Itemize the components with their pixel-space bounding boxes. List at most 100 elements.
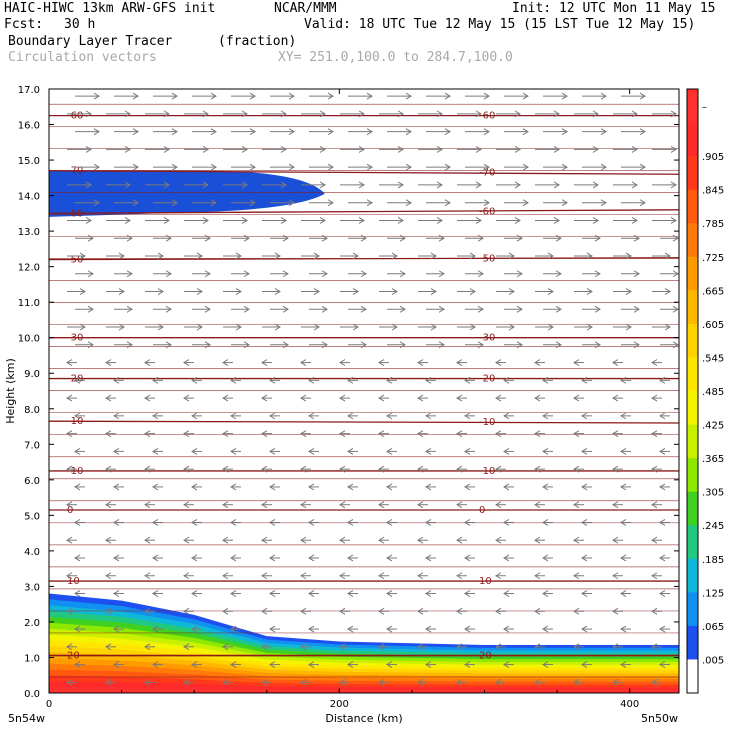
wind-vector-head	[522, 92, 529, 100]
wind-vector-head	[456, 536, 463, 544]
wind-vector-head	[620, 447, 627, 455]
wind-vector-head	[210, 92, 217, 100]
wind-vector-head	[573, 678, 580, 686]
wind-vector-head	[191, 519, 198, 526]
wind-vector-head	[672, 234, 679, 242]
y-axis-label: Height (km)	[4, 358, 17, 424]
wind-vector-head	[659, 554, 666, 562]
wind-vector-head	[438, 305, 445, 313]
wind-vector-head	[126, 270, 133, 278]
wind-vector-head	[475, 181, 482, 189]
wind-vector-head	[573, 572, 580, 580]
wind-vector-head	[347, 554, 354, 562]
wind-vector-head	[113, 376, 120, 384]
wind-vector-head	[425, 554, 432, 562]
wind-vector-head	[625, 323, 632, 331]
wind-vector-head	[222, 678, 229, 686]
wind-vector-head	[469, 288, 476, 295]
wind-vector-head	[66, 607, 73, 615]
wind-vector-head	[308, 590, 315, 597]
wind-vector-head	[561, 128, 568, 136]
wind-vector-head	[425, 447, 432, 455]
wind-vector-head	[555, 341, 562, 349]
wind-vector-head	[171, 199, 178, 207]
wind-vector-head	[300, 394, 307, 402]
wind-vector-head	[204, 234, 211, 242]
wind-vector-head	[191, 483, 198, 491]
wind-vector-head	[436, 181, 443, 189]
wind-vector-head	[456, 394, 463, 402]
colorbar-segment	[687, 89, 698, 124]
wind-vector-head	[249, 128, 256, 136]
wind-vector-head	[670, 217, 677, 224]
wind-vector-head	[399, 234, 406, 242]
wind-vector-head	[633, 341, 640, 349]
wind-vector-head	[495, 394, 502, 402]
wind-vector-head	[659, 625, 666, 633]
wind-vector-head	[261, 430, 268, 438]
wind-vector-head	[555, 270, 562, 278]
wind-vector-head	[327, 199, 334, 207]
wind-vector-head	[352, 252, 359, 260]
field-units: (fraction)	[218, 34, 297, 49]
wind-vector-head	[261, 394, 268, 402]
wind-vector-head	[405, 128, 412, 136]
colorbar-label: .425	[702, 421, 724, 432]
wind-vector-head	[659, 412, 666, 420]
wind-vector-head	[547, 288, 554, 295]
wind-vector-head	[600, 163, 607, 171]
wind-vector-head	[581, 554, 588, 562]
wind-vector-head	[105, 678, 112, 686]
wind-vector-head	[386, 519, 393, 526]
y-tick-label: 14.0	[18, 192, 40, 203]
colorbar-segment	[687, 558, 698, 593]
plot-axes: 0.0 1.0 2.0 3.0 4.0 5.0 6.0 7.0 8.0 9.0 10.0 11.0 12…	[4, 85, 680, 725]
wind-vector-head	[534, 678, 541, 686]
wind-vector-head	[163, 217, 170, 224]
wind-vector-head	[475, 110, 482, 118]
wind-vector-head	[594, 234, 601, 242]
wind-vector-head	[191, 661, 198, 669]
wind-vector-head	[664, 323, 671, 331]
wind-vector-head	[456, 501, 463, 509]
y-tick-label: 15.0	[18, 156, 40, 167]
wind-vector-head	[542, 412, 549, 420]
wind-vector-head	[477, 341, 484, 349]
temperature-contour-label: -10	[67, 416, 83, 427]
wind-vector-head	[444, 128, 451, 136]
wind-vector-head	[542, 519, 549, 526]
wind-vector-head	[352, 323, 359, 331]
wind-vector-head	[553, 181, 560, 189]
wind-vector-head	[300, 536, 307, 544]
wind-vector-head	[553, 145, 560, 153]
wind-vector-head	[269, 590, 276, 597]
wind-vector-head	[230, 483, 237, 491]
wind-vector-head	[405, 92, 412, 100]
temperature-contour-label: -70	[67, 166, 83, 177]
wind-vector-head	[464, 376, 471, 384]
wind-vector-head	[464, 590, 471, 597]
wind-vector-head	[516, 341, 523, 349]
wind-vector-head	[152, 554, 159, 562]
wind-vector-head	[210, 199, 217, 207]
temperature-contour-line	[48, 170, 680, 175]
colorbar-label: .485	[702, 387, 724, 398]
wind-vector-head	[165, 341, 172, 349]
wind-vector-head	[397, 181, 404, 189]
wind-vector-head	[495, 536, 502, 544]
wind-vector-head	[612, 678, 619, 686]
x-tick-label: 0	[46, 699, 52, 710]
wind-vector-head	[230, 625, 237, 633]
wind-vector-head	[124, 110, 131, 118]
wind-vector-head	[417, 572, 424, 580]
wind-vector-head	[547, 252, 554, 260]
wind-vector-head	[300, 430, 307, 438]
wind-vector-head	[269, 661, 276, 669]
colorbar-label: .545	[702, 353, 724, 364]
wind-vector-head	[612, 607, 619, 615]
wind-vector-head	[124, 217, 131, 224]
wind-vector-head	[280, 217, 287, 224]
wind-vector-head	[230, 519, 237, 526]
wind-vector-head	[620, 625, 627, 633]
wind-vector-head	[339, 359, 346, 367]
